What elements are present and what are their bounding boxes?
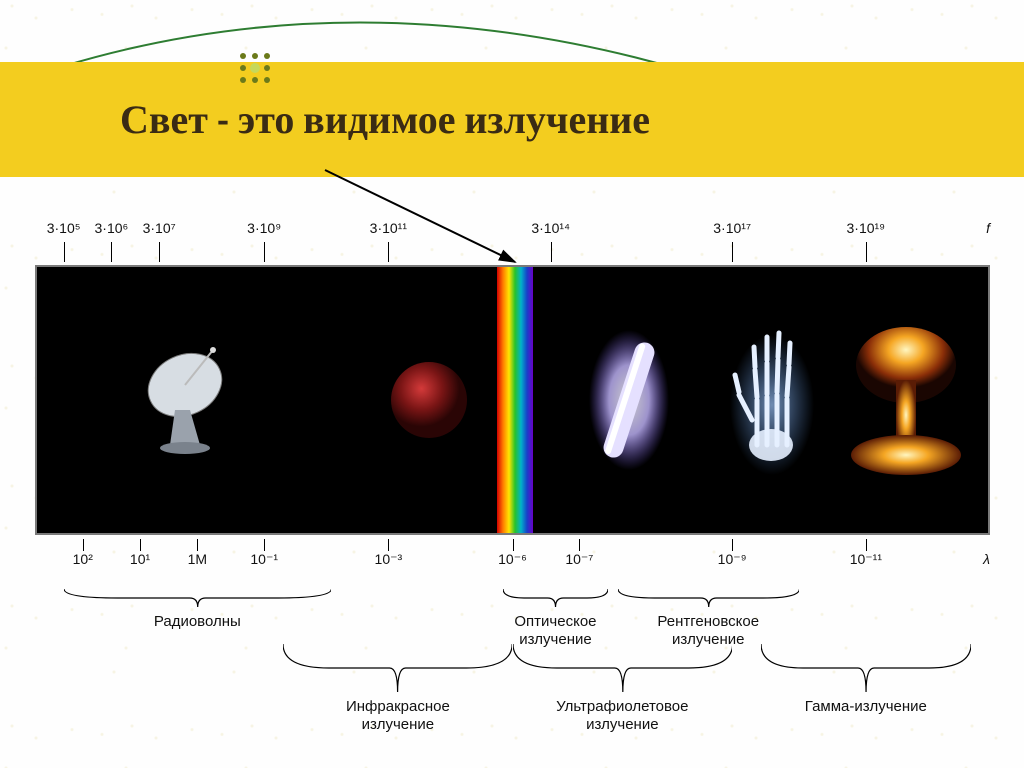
band-bracket: Ультрафиолетовоеизлучение <box>513 644 733 734</box>
spectrum-strip <box>35 265 990 535</box>
band-labels: РадиоволныИнфракрасноеизлучениеОптическо… <box>35 589 990 729</box>
band-bracket: Оптическоеизлучение <box>503 589 608 649</box>
freq-tick: 3·10¹⁷ <box>713 220 751 236</box>
slide-title: Свет - это видимое излучение <box>120 96 650 143</box>
band-bracket: Радиоволны <box>64 589 331 631</box>
band-bracket: Гамма-излучение <box>761 644 971 716</box>
freq-tick: 3·10⁹ <box>247 220 281 236</box>
wave-tick: 10⁻¹¹ <box>850 551 882 568</box>
wave-tick: 10⁻⁷ <box>565 551 593 568</box>
title-band: Свет - это видимое излучение <box>0 62 1024 177</box>
frequency-unit: f <box>986 220 990 236</box>
infrared-icon <box>384 355 474 445</box>
band-label: Ультрафиолетовоеизлучение <box>513 698 733 734</box>
decorative-dots <box>235 48 275 88</box>
wavelength-scale: λ 10² 10¹ 1М 10⁻¹ 10⁻³ 10⁻⁶ 10⁻⁷ 10⁻⁹ 10⁻¹¹ <box>35 539 990 589</box>
band-bracket: Инфракрасноеизлучение <box>283 644 512 734</box>
radio-dish-icon <box>135 340 245 460</box>
wave-tick: 10⁻¹ <box>250 551 278 568</box>
band-label: Радиоволны <box>64 613 331 631</box>
band-label: Инфракрасноеизлучение <box>283 698 512 734</box>
freq-tick: 3·10⁷ <box>143 220 176 236</box>
freq-tick: 3·10¹⁴ <box>531 220 570 236</box>
explosion-icon <box>841 320 971 480</box>
xray-hand-icon <box>727 325 817 475</box>
uv-tube-icon <box>584 320 674 480</box>
freq-tick: 3·10¹⁹ <box>847 220 886 236</box>
wave-tick: 10⁻⁶ <box>498 551 527 568</box>
wave-tick: 10⁻³ <box>375 551 403 568</box>
wave-tick: 10¹ <box>130 551 150 567</box>
spectrum-diagram: f 3·10⁵ 3·10⁶ 3·10⁷ 3·10⁹ 3·10¹¹ 3·10¹⁴ 3·10¹⁷… <box>35 220 990 729</box>
freq-tick: 3·10⁶ <box>94 220 128 236</box>
wavelength-unit: λ <box>983 551 990 567</box>
freq-tick: 3·10⁵ <box>47 220 81 236</box>
wave-tick: 1М <box>188 551 207 567</box>
band-bracket: Рентгеновскоеизлучение <box>618 589 799 649</box>
frequency-scale: f 3·10⁵ 3·10⁶ 3·10⁷ 3·10⁹ 3·10¹¹ 3·10¹⁴ 3·10¹⁷… <box>35 220 990 265</box>
visible-spectrum <box>497 267 533 533</box>
band-label: Гамма-излучение <box>761 698 971 716</box>
wave-tick: 10² <box>73 551 93 567</box>
wave-tick: 10⁻⁹ <box>718 551 747 568</box>
freq-tick: 3·10¹¹ <box>370 220 407 236</box>
